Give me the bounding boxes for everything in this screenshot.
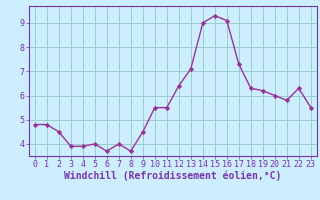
- X-axis label: Windchill (Refroidissement éolien,°C): Windchill (Refroidissement éolien,°C): [64, 171, 282, 181]
